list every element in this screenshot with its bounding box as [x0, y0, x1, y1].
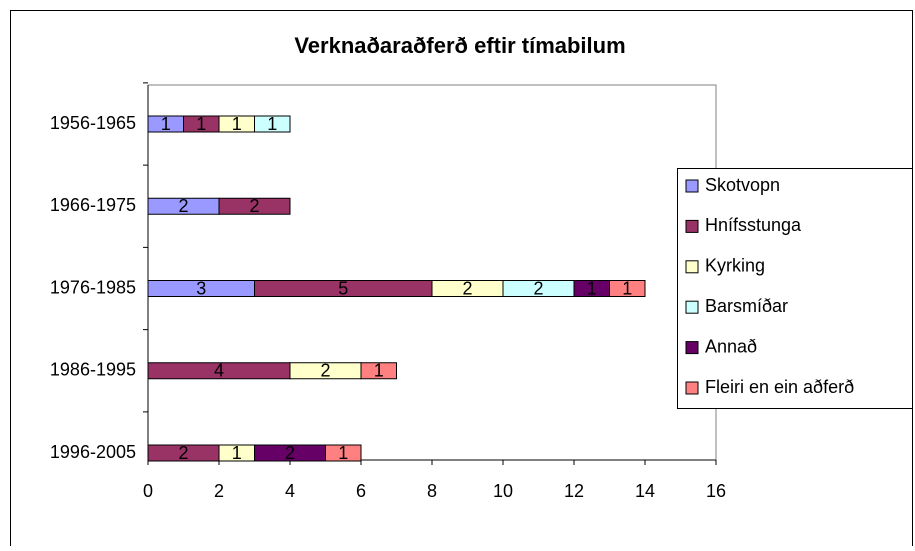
legend-label: Hnífsstunga: [705, 215, 802, 235]
legend-swatch: [685, 300, 699, 314]
legend-label: Kyrking: [705, 256, 765, 276]
x-tick-label: 16: [706, 481, 726, 501]
data-label: 5: [338, 278, 348, 298]
x-tick-label: 12: [564, 481, 584, 501]
y-tick-label: 1966-1975: [50, 195, 136, 215]
legend-swatch: [685, 381, 699, 395]
legend-swatch: [685, 260, 699, 274]
legend-label: Barsmíðar: [705, 296, 788, 316]
data-label: 1: [622, 278, 632, 298]
data-label: 2: [178, 196, 188, 216]
bar-segment: [609, 280, 646, 297]
data-label: 1: [232, 443, 242, 463]
x-tick-label: 14: [635, 481, 655, 501]
y-tick-label: 1986-1995: [50, 360, 136, 380]
chart-title: Verknaðaraðferð eftir tímabilum: [294, 33, 625, 58]
x-tick-label: 10: [493, 481, 513, 501]
data-label: 1: [161, 114, 171, 134]
x-tick-label: 4: [285, 481, 295, 501]
x-tick-label: 8: [427, 481, 437, 501]
data-label: 1: [338, 443, 348, 463]
x-tick-label: 0: [143, 481, 153, 501]
legend-swatch: [685, 179, 699, 193]
data-label: 1: [374, 361, 384, 381]
data-label: 3: [196, 278, 206, 298]
legend-box: [677, 168, 913, 409]
data-label: 1: [267, 114, 277, 134]
legend-swatch: [685, 341, 699, 355]
data-label: 1: [196, 114, 206, 134]
x-tick-label: 6: [356, 481, 366, 501]
bar-segment: [360, 362, 397, 380]
bar-segment: [325, 444, 362, 462]
data-label: 4: [214, 361, 224, 381]
data-label: 2: [462, 278, 472, 298]
y-tick-label: 1956-1965: [50, 113, 136, 133]
legend-label: Skotvopn: [705, 175, 780, 195]
data-label: 2: [178, 443, 188, 463]
bar-segment: [218, 197, 291, 215]
legend-swatch: [685, 219, 699, 233]
data-label: 2: [285, 443, 295, 463]
data-label: 1: [587, 278, 597, 298]
data-label: 2: [533, 278, 543, 298]
bar-segment: [254, 115, 291, 133]
legend-label: Fleiri en ein aðferð: [705, 377, 854, 397]
x-tick-label: 2: [214, 481, 224, 501]
y-tick-label: 1996-2005: [50, 442, 136, 462]
data-label: 1: [232, 114, 242, 134]
data-label: 2: [249, 196, 259, 216]
y-tick-label: 1976-1985: [50, 277, 136, 297]
legend-label: Annað: [705, 336, 757, 356]
data-label: 2: [320, 361, 330, 381]
